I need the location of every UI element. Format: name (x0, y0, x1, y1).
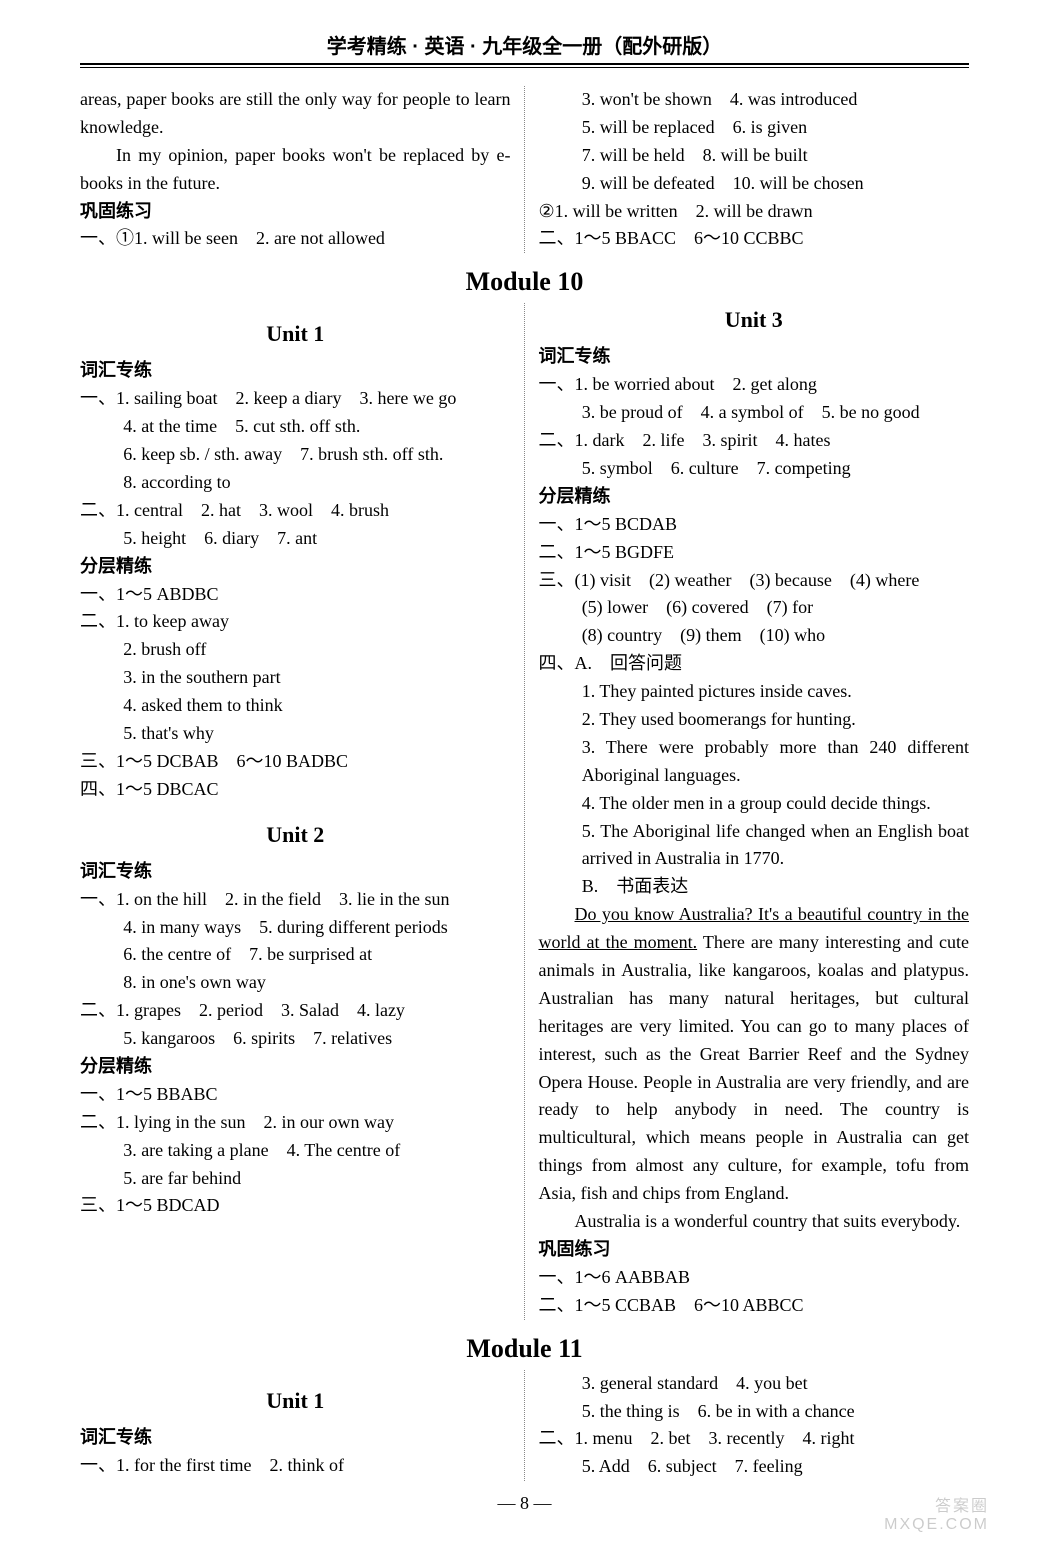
m10-u1-f2: 二、1. to keep away (80, 608, 511, 636)
m10-columns: Unit 1 词汇专练 一、1. sailing boat 2. keep a … (80, 303, 969, 1319)
top-r1: 3. won't be shown 4. was introduced (539, 86, 970, 114)
m10-r-b: B. 书面表达 (539, 873, 970, 901)
m10-u3-title: Unit 3 (539, 303, 970, 337)
m10-u1-fenceng: 分层精练 (80, 553, 511, 581)
top-r5: ②1. will be written 2. will be drawn (539, 198, 970, 226)
m10-r-g1: 一、1～6 AABBAB (539, 1264, 970, 1292)
m10-essay-p2: Australia is a wonderful country that su… (539, 1208, 970, 1236)
top-r6: 二、1～5 BBACC 6～10 CCBBC (539, 225, 970, 253)
m10-u2-a3: 6. the centre of 7. be surprised at (80, 941, 511, 969)
m10-u2-a1: 一、1. on the hill 2. in the field 3. lie … (80, 886, 511, 914)
m10-u1-a3: 6. keep sb. / sth. away 7. brush sth. of… (80, 441, 511, 469)
m10-r-q1: 1. They painted pictures inside caves. (539, 678, 970, 706)
m10-u2-title: Unit 2 (80, 818, 511, 852)
m10-u1-f6: 5. that's why (80, 720, 511, 748)
m10-u2-f1: 一、1～5 BBABC (80, 1081, 511, 1109)
m10-u2-f2: 二、1. lying in the sun 2. in our own way (80, 1109, 511, 1137)
m10-u1-a6: 5. height 6. diary 7. ant (80, 525, 511, 553)
watermark-top: 答案圈 (884, 1492, 989, 1516)
m10-u1-a4: 8. according to (80, 469, 511, 497)
m10-u1-f7: 三、1～5 DCBAB 6～10 BADBC (80, 748, 511, 776)
header-rule-thick (80, 63, 969, 65)
m10-r1: 二、1. dark 2. life 3. spirit 4. hates (539, 427, 970, 455)
essay-rest1: There are many interesting and cute anim… (539, 932, 970, 1203)
m10-u2-f4: 5. are far behind (80, 1165, 511, 1193)
m10-r-q3: 3. There were probably more than 240 dif… (539, 734, 970, 790)
page-header: 学考精练 · 英语 · 九年级全一册（配外研版） (80, 30, 969, 63)
m10-r-gonggu: 巩固练习 (539, 1236, 970, 1264)
m10-u1-a5: 二、1. central 2. hat 3. wool 4. brush (80, 497, 511, 525)
m10-u2-f5: 三、1～5 BDCAD (80, 1192, 511, 1220)
m11-columns: Unit 1 词汇专练 一、1. for the first time 2. t… (80, 1370, 969, 1482)
m10-r-g2: 二、1～5 CCBAB 6～10 ABBCC (539, 1292, 970, 1320)
m10-u1-f3: 2. brush off (80, 636, 511, 664)
m10-r-f5: (8) country (9) them (10) who (539, 622, 970, 650)
top-r2: 5. will be replaced 6. is given (539, 114, 970, 142)
m10-r-f2: 二、1～5 BGDFE (539, 539, 970, 567)
page-number: — 8 — (80, 1493, 969, 1514)
m10-r-q2: 2. They used boomerangs for hunting. (539, 706, 970, 734)
m10-u1-f1: 一、1～5 ABDBC (80, 581, 511, 609)
m10-u1-a1: 一、1. sailing boat 2. keep a diary 3. her… (80, 385, 511, 413)
m10-r-f4: (5) lower (6) covered (7) for (539, 594, 970, 622)
m10-u2-a5: 二、1. grapes 2. period 3. Salad 4. lazy (80, 997, 511, 1025)
m10-u2-a6: 5. kangaroos 6. spirits 7. relatives (80, 1025, 511, 1053)
m10-u3-a1: 一、1. be worried about 2. get along (539, 371, 970, 399)
m10-r-f1: 一、1～5 BCDAB (539, 511, 970, 539)
m10-u1-f4: 3. in the southern part (80, 664, 511, 692)
m10-u1-cihui: 词汇专练 (80, 357, 511, 385)
m10-u1-f8: 四、1～5 DBCAC (80, 776, 511, 804)
m10-u1-title: Unit 1 (80, 317, 511, 351)
m10-u2-cihui: 词汇专练 (80, 858, 511, 886)
m11-u1-cihui: 词汇专练 (80, 1424, 511, 1452)
m11-u1-title: Unit 1 (80, 1384, 511, 1418)
top-left-l1: 一、①1. will be seen 2. are not allowed (80, 225, 511, 253)
top-r4: 9. will be defeated 10. will be chosen (539, 170, 970, 198)
m10-r-f6: 四、A. 回答问题 (539, 650, 970, 678)
m10-essay-p1: Do you know Australia? It's a beautiful … (539, 901, 970, 1208)
m10-u2-a2: 4. in many ways 5. during different peri… (80, 914, 511, 942)
watermark: 答案圈 MXQE.COM (884, 1492, 989, 1534)
module10-title: Module 10 (80, 267, 969, 297)
top-r3: 7. will be held 8. will be built (539, 142, 970, 170)
watermark-bottom: MXQE.COM (884, 1516, 989, 1534)
m11-r2: 5. the thing is 6. be in with a chance (539, 1398, 970, 1426)
sec-gonggu: 巩固练习 (80, 198, 511, 226)
m10-u2-fenceng: 分层精练 (80, 1053, 511, 1081)
m10-r-q5: 5. The Aboriginal life changed when an E… (539, 818, 970, 874)
m10-r-q4: 4. The older men in a group could decide… (539, 790, 970, 818)
m11-r4: 5. Add 6. subject 7. feeling (539, 1453, 970, 1481)
m10-u3-cihui: 词汇专练 (539, 343, 970, 371)
para-areas: areas, paper books are still the only wa… (80, 86, 511, 142)
header-rule-thin (80, 67, 969, 68)
m11-r1: 3. general standard 4. you bet (539, 1370, 970, 1398)
m10-u1-a2: 4. at the time 5. cut sth. off sth. (80, 413, 511, 441)
m10-r-f3: 三、(1) visit (2) weather (3) because (4) … (539, 567, 970, 595)
para-opinion: In my opinion, paper books won't be repl… (80, 142, 511, 198)
m10-u2-a4: 8. in one's own way (80, 969, 511, 997)
m11-u1-a1: 一、1. for the first time 2. think of (80, 1452, 511, 1480)
m10-r-fenceng: 分层精练 (539, 483, 970, 511)
m10-u2-f3: 3. are taking a plane 4. The centre of (80, 1137, 511, 1165)
module11-title: Module 11 (80, 1334, 969, 1364)
m11-r3: 二、1. menu 2. bet 3. recently 4. right (539, 1425, 970, 1453)
top-columns: areas, paper books are still the only wa… (80, 86, 969, 253)
m10-r2: 5. symbol 6. culture 7. competing (539, 455, 970, 483)
m10-u1-f5: 4. asked them to think (80, 692, 511, 720)
m10-r0: 3. be proud of 4. a symbol of 5. be no g… (539, 399, 970, 427)
